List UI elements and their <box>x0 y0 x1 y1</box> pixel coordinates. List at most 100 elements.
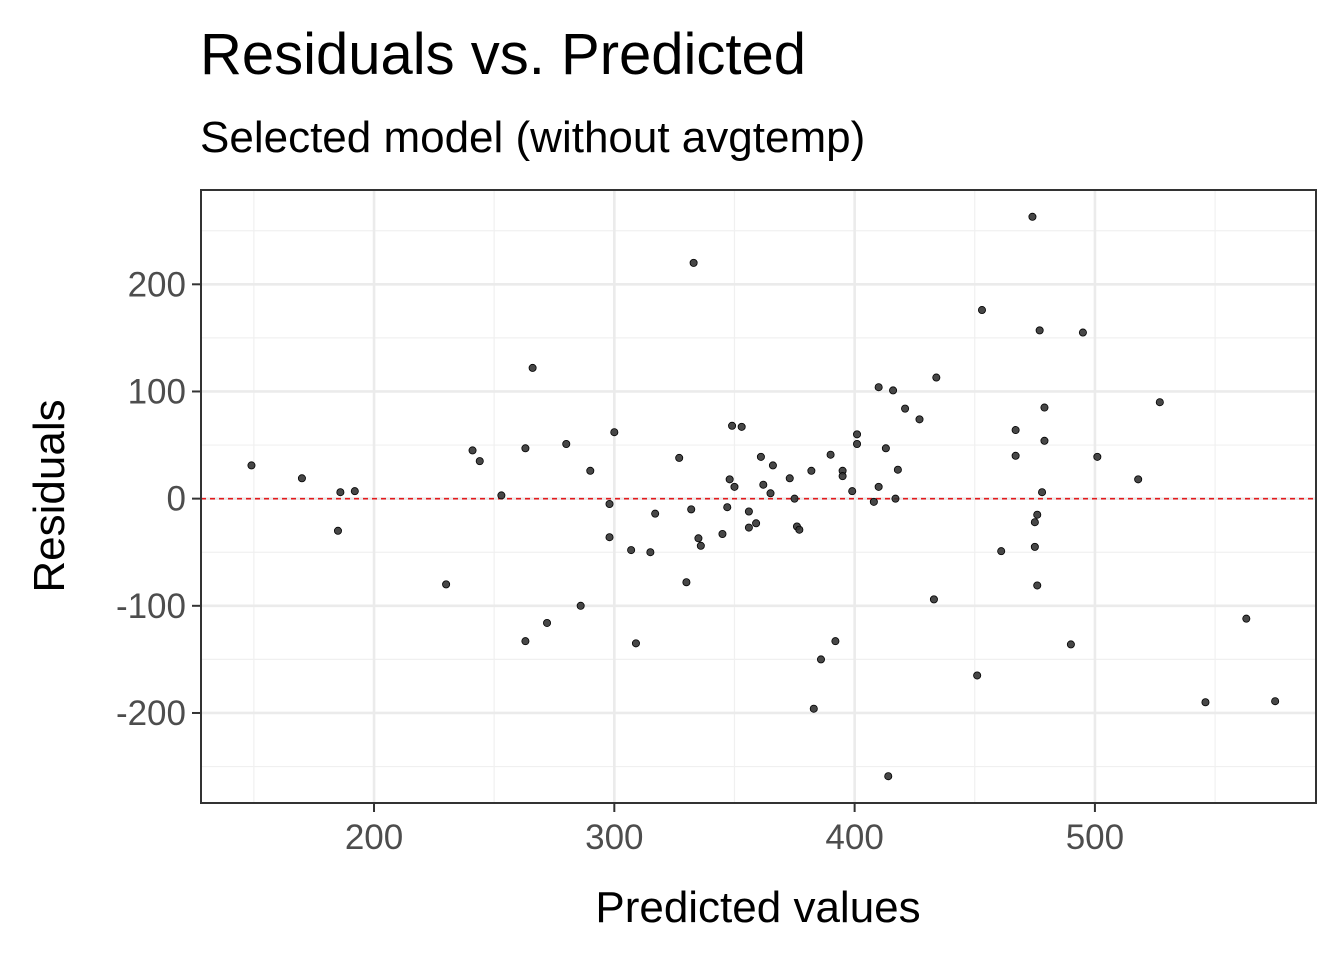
data-point <box>1201 698 1210 707</box>
data-point <box>333 526 342 535</box>
data-point <box>1066 640 1075 649</box>
data-point <box>1078 328 1087 337</box>
major-gridlines <box>201 190 1316 803</box>
data-point <box>744 523 753 532</box>
data-point <box>521 637 530 646</box>
data-point <box>1030 518 1039 527</box>
data-point <box>932 373 941 382</box>
chart-title: Residuals vs. Predicted <box>200 22 806 87</box>
data-point <box>756 452 765 461</box>
data-point <box>973 671 982 680</box>
data-point <box>1033 510 1042 519</box>
data-point <box>1155 398 1164 407</box>
data-point <box>744 507 753 516</box>
data-point <box>795 525 804 534</box>
data-point <box>869 497 878 506</box>
y-axis: -200 -100 0 100 200 <box>116 265 201 733</box>
data-point <box>627 546 636 555</box>
data-point <box>826 450 835 459</box>
data-point <box>610 428 619 437</box>
data-point <box>838 472 847 481</box>
data-point <box>997 547 1006 556</box>
data-point <box>790 494 799 503</box>
data-point <box>809 704 818 713</box>
y-tick-label: 200 <box>128 265 186 304</box>
data-point <box>853 430 862 439</box>
data-point <box>694 534 703 543</box>
data-point <box>1040 403 1049 412</box>
plot-panel-border <box>200 189 1317 804</box>
data-point <box>874 482 883 491</box>
data-point <box>766 489 775 498</box>
data-point <box>696 541 705 550</box>
y-axis-title: Residuals <box>25 399 74 592</box>
data-point <box>1035 326 1044 335</box>
data-point <box>929 595 938 604</box>
data-point <box>1033 581 1042 590</box>
data-points <box>247 212 1280 781</box>
data-point <box>807 466 816 475</box>
data-point <box>848 487 857 496</box>
y-tick-label: 100 <box>128 372 186 411</box>
y-tick-label: -200 <box>116 694 186 733</box>
x-tick-label: 400 <box>825 818 883 857</box>
data-point <box>884 772 893 781</box>
x-axis: 200 300 400 500 <box>345 803 1124 857</box>
data-point <box>1040 436 1049 445</box>
data-point <box>336 488 345 497</box>
data-point <box>586 466 595 475</box>
data-point <box>521 444 530 453</box>
data-point <box>889 386 898 395</box>
minor-gridlines <box>201 190 1316 803</box>
x-tick-label: 300 <box>585 818 643 857</box>
data-point <box>1011 426 1020 435</box>
y-tick-label: 0 <box>167 480 186 519</box>
data-point <box>891 494 900 503</box>
data-point <box>816 655 825 664</box>
data-point <box>689 258 698 267</box>
data-point <box>915 415 924 424</box>
data-point <box>1093 452 1102 461</box>
data-point <box>646 548 655 557</box>
data-point <box>247 461 256 470</box>
data-point <box>528 363 537 372</box>
data-point <box>730 482 739 491</box>
data-point <box>1271 697 1280 706</box>
data-point <box>893 465 902 474</box>
chart-subtitle: Selected model (without avgtemp) <box>200 113 865 162</box>
data-point <box>651 509 660 518</box>
data-point <box>1028 212 1037 221</box>
data-point <box>768 461 777 470</box>
data-point <box>682 578 691 587</box>
data-point <box>475 457 484 466</box>
data-point <box>759 480 768 489</box>
data-point <box>977 306 986 315</box>
data-point <box>1030 542 1039 551</box>
data-point <box>881 444 890 453</box>
data-point <box>1134 475 1143 484</box>
data-point <box>675 453 684 462</box>
data-point <box>1242 614 1251 623</box>
data-point <box>725 475 734 484</box>
data-point <box>687 505 696 514</box>
data-point <box>723 503 732 512</box>
data-point <box>752 519 761 528</box>
x-axis-title: Predicted values <box>595 883 920 932</box>
data-point <box>901 404 910 413</box>
y-tick-label: -100 <box>116 587 186 626</box>
data-point <box>350 487 359 496</box>
data-point <box>1011 451 1020 460</box>
x-tick-label: 200 <box>345 818 403 857</box>
data-point <box>468 446 477 455</box>
data-point <box>874 383 883 392</box>
data-point <box>442 580 451 589</box>
data-point <box>297 474 306 483</box>
data-point <box>785 474 794 483</box>
data-point <box>728 421 737 430</box>
data-point <box>497 491 506 500</box>
data-point <box>562 439 571 448</box>
data-point <box>718 530 727 539</box>
data-point <box>605 500 614 509</box>
